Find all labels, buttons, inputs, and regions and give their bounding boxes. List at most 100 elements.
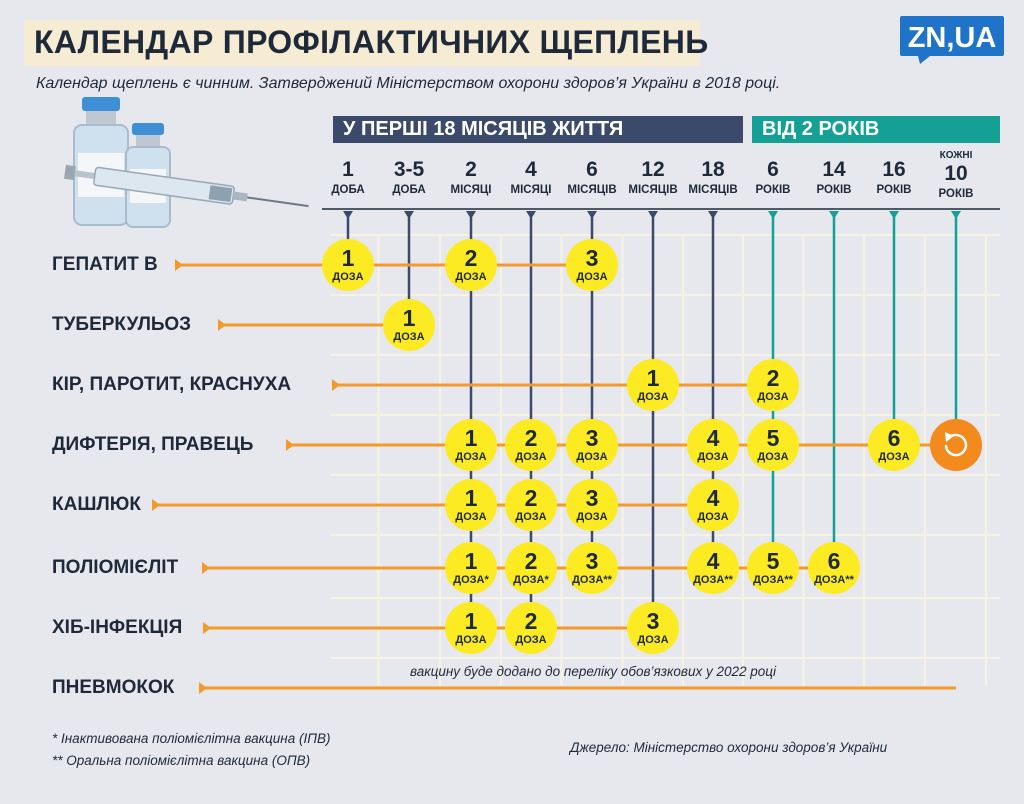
dose-number: 2: [525, 485, 538, 511]
dose-number: 3: [586, 425, 599, 451]
banner-first-18-months: У ПЕРШІ 18 МІСЯЦІВ ЖИТТЯ: [333, 116, 743, 143]
age-unit-0: ДОБА: [331, 184, 365, 196]
disease-label-5: ПОЛІОМІЄЛІТ: [52, 557, 179, 578]
age-column-arrow-8: [829, 211, 839, 219]
age-number-5: 12: [641, 158, 665, 181]
disease-timeline-arrow-7: [199, 682, 207, 694]
dose-number: 4: [707, 485, 720, 511]
dose-label: ДОЗА: [576, 271, 607, 283]
age-column-arrow-4: [587, 211, 597, 219]
age-unit-8: РОКІВ: [816, 184, 852, 196]
dose-label: ДОЗА: [697, 511, 728, 523]
repeat-arrow-icon: [930, 419, 982, 471]
dose-number: 4: [707, 548, 720, 574]
age-number-8: 14: [822, 158, 846, 181]
dose-number: 2: [465, 245, 478, 271]
footnote-opv: ** Оральна поліомієлітна вакцина (ОПВ): [52, 753, 311, 768]
dose-label: ДОЗА: [455, 271, 486, 283]
disease-timeline-arrow-4: [152, 499, 160, 511]
disease-timeline-arrow-5: [202, 562, 210, 574]
disease-timeline-arrow-0: [175, 259, 183, 271]
age-column-arrow-1: [404, 211, 414, 219]
age-number-4: 6: [586, 158, 598, 181]
dose-label: ДОЗА: [515, 451, 546, 463]
age-column-arrow-9: [889, 211, 899, 219]
disease-label-7: ПНЕВМОКОК: [52, 677, 175, 698]
age-unit-5: МІСЯЦІВ: [628, 184, 678, 196]
age-column-arrow-3: [526, 211, 536, 219]
dose-label: ДОЗА: [393, 331, 424, 343]
dose-number: 1: [465, 425, 478, 451]
age-column-arrow-10: [951, 211, 961, 219]
dose-label: ДОЗА: [697, 451, 728, 463]
source-note: Джерело: Міністерство охорони здоров’я У…: [570, 740, 888, 755]
dose-number: 1: [647, 365, 660, 391]
dose-label: ДОЗА: [637, 634, 668, 646]
dose-number: 1: [465, 548, 478, 574]
dose-label: ДОЗА**: [572, 574, 613, 586]
dose-label: ДОЗА: [332, 271, 363, 283]
dose-number: 3: [586, 245, 599, 271]
title-band: [24, 20, 700, 66]
dose-number: 5: [767, 548, 780, 574]
disease-timeline-arrow-1: [218, 319, 226, 331]
dose-number: 3: [586, 485, 599, 511]
age-number-10: 10: [944, 162, 968, 185]
dose-number: 1: [342, 245, 355, 271]
disease-timeline-arrow-3: [286, 439, 294, 451]
age-number-6: 18: [701, 158, 725, 181]
page-subtitle: Календар щеплень є чинним. Затверджений …: [36, 75, 781, 92]
age-unit-4: МІСЯЦІВ: [567, 184, 617, 196]
disease-label-1: ТУБЕРКУЛЬОЗ: [52, 314, 192, 335]
dose-number: 3: [647, 608, 660, 634]
age-prefix-10: КОЖНІ: [939, 150, 973, 161]
age-number-3: 4: [525, 158, 537, 181]
age-unit-1: ДОБА: [392, 184, 426, 196]
dose-number: 1: [465, 608, 478, 634]
disease-label-4: КАШЛЮК: [52, 494, 141, 515]
dose-label: ДОЗА*: [513, 574, 549, 586]
age-unit-3: МІСЯЦІ: [510, 184, 552, 196]
dose-number: 2: [525, 608, 538, 634]
age-number-7: 6: [767, 158, 779, 181]
dose-number: 2: [767, 365, 780, 391]
pneumococcus-note: вакцину буде додано до переліку обов’язк…: [410, 664, 776, 679]
age-number-0: 1: [342, 158, 354, 181]
age-number-2: 2: [465, 158, 477, 181]
dose-number: 2: [525, 548, 538, 574]
dose-label: ДОЗА*: [453, 574, 489, 586]
age-unit-6: МІСЯЦІВ: [688, 184, 738, 196]
dose-label: ДОЗА: [515, 511, 546, 523]
age-column-arrow-6: [708, 211, 718, 219]
dose-number: 6: [888, 425, 901, 451]
disease-label-6: ХІБ-ІНФЕКЦІЯ: [52, 617, 183, 638]
zn-ua-logo[interactable]: ZN,UA: [900, 16, 1004, 64]
dose-label: ДОЗА**: [693, 574, 734, 586]
age-column-arrow-2: [466, 211, 476, 219]
age-number-9: 16: [882, 158, 906, 181]
